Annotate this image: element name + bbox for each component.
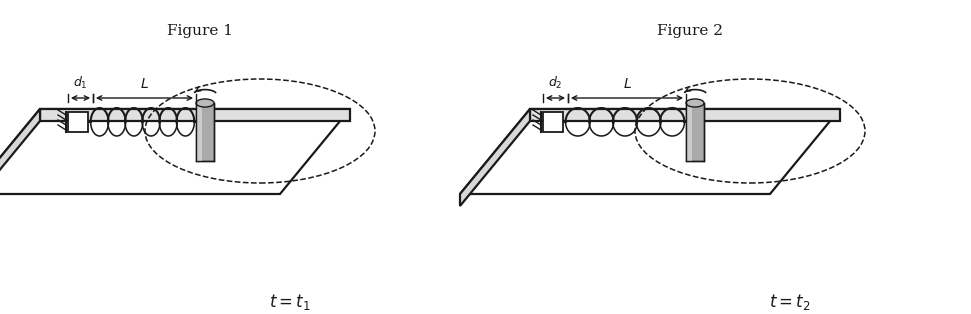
Text: $d_2$: $d_2$ — [549, 75, 563, 91]
Bar — [686, 103, 704, 161]
Polygon shape — [0, 109, 40, 206]
Ellipse shape — [196, 99, 214, 107]
Bar — [196, 103, 202, 161]
Polygon shape — [460, 109, 840, 194]
Bar — [543, 112, 563, 132]
Polygon shape — [460, 109, 530, 206]
Text: $t = t_2$: $t = t_2$ — [769, 292, 811, 312]
Bar — [68, 112, 88, 132]
Text: Figure 2: Figure 2 — [657, 24, 723, 38]
Bar — [196, 103, 214, 161]
Polygon shape — [0, 109, 350, 194]
Text: Figure 1: Figure 1 — [167, 24, 233, 38]
Polygon shape — [40, 109, 350, 121]
Bar — [686, 103, 692, 161]
Ellipse shape — [686, 99, 704, 107]
Text: $d_1$: $d_1$ — [73, 75, 87, 91]
Polygon shape — [530, 109, 840, 121]
Text: $L$: $L$ — [622, 77, 631, 91]
Text: $t = t_1$: $t = t_1$ — [269, 292, 311, 312]
Text: $L$: $L$ — [140, 77, 149, 91]
